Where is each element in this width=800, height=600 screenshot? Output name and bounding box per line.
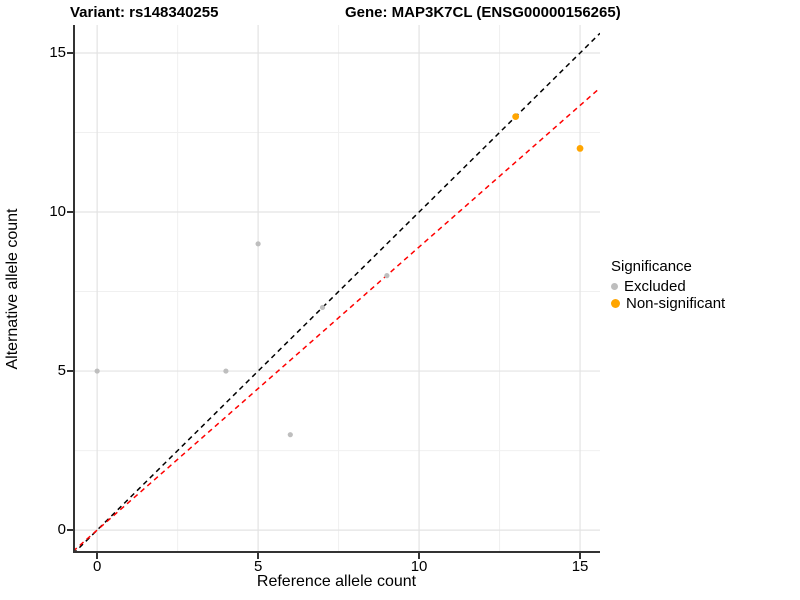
x-tick-mark [418, 553, 421, 559]
x-tick-label: 10 [410, 558, 428, 575]
legend-item-excluded: Excluded [611, 278, 725, 295]
data-point-excluded [255, 241, 261, 247]
plot-title-variant: Variant: rs148340255 [70, 4, 219, 21]
x-tick-mark [579, 553, 582, 559]
x-tick-label: 15 [571, 558, 589, 575]
data-point-excluded [223, 368, 229, 374]
data-point-excluded [384, 273, 390, 279]
x-tick-mark [96, 553, 99, 559]
y-tick-label: 0 [57, 521, 66, 539]
y-tick-mark [67, 211, 73, 214]
legend-label-excluded: Excluded [624, 278, 686, 295]
legend-title: Significance [611, 258, 692, 275]
plot-panel [73, 25, 600, 553]
y-axis-title: Alternative allele count [4, 208, 21, 370]
identity-line [73, 32, 600, 553]
y-tick-mark [67, 529, 73, 532]
x-axis-title: Reference allele count [256, 573, 417, 590]
data-point-excluded [94, 368, 100, 374]
y-tick-label: 5 [57, 362, 66, 380]
data-point-excluded [319, 304, 326, 311]
x-tick-label: 0 [92, 558, 102, 575]
legend-dot-non-significant [611, 299, 620, 308]
legend-item-non-significant: Non-significant [611, 295, 725, 312]
data-point-non-significant [576, 145, 584, 152]
x-tick-label: 5 [253, 558, 263, 575]
y-tick-mark [67, 370, 73, 373]
data-point-excluded [287, 432, 293, 438]
data-point-non-significant [512, 113, 520, 121]
legend-label-non-significant: Non-significant [626, 295, 726, 312]
legend-dot-excluded [611, 283, 618, 290]
fit-line [73, 87, 600, 552]
y-tick-label: 15 [49, 43, 66, 61]
y-tick-mark [67, 51, 73, 54]
x-tick-mark [257, 553, 260, 559]
plot-title-gene: Gene: MAP3K7CL (ENSG00000156265) [345, 4, 621, 21]
plot-area-svg [73, 25, 600, 553]
y-tick-label: 10 [49, 203, 66, 221]
legend: Significance Excluded Non-significant [611, 258, 725, 312]
